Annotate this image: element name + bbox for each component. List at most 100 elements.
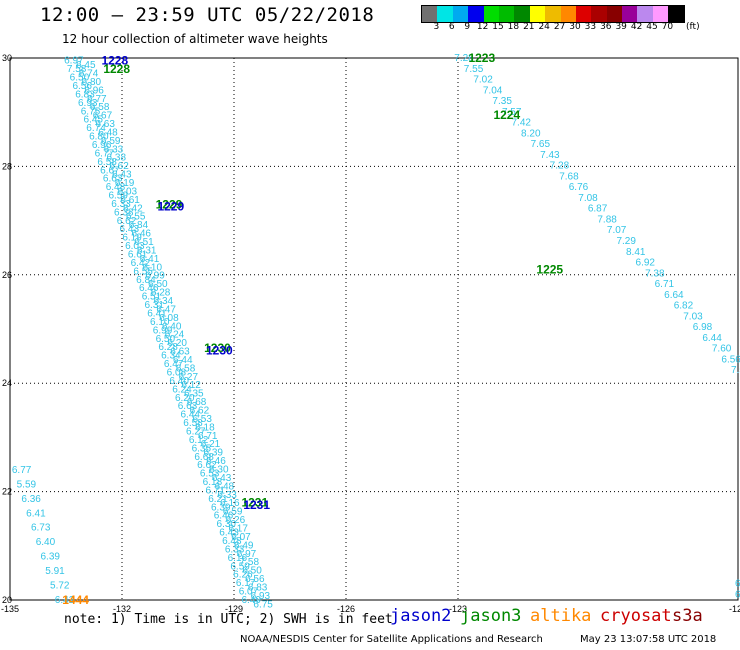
swh-value-jason: 6.62: [117, 216, 137, 227]
swh-value-jason: 6.45: [76, 60, 96, 71]
swh-value-jason: 6.74: [79, 68, 99, 79]
time-label-jason3: 1224: [493, 108, 520, 122]
color-swatch: [545, 6, 561, 22]
swh-value-jason: 6.83: [75, 89, 95, 100]
swh-value-jason: 6.33: [111, 199, 131, 210]
time-label-jason3: 1223: [468, 51, 495, 65]
color-scale-label: 36: [600, 22, 612, 32]
swh-value-jason: 6.55: [133, 266, 153, 277]
swh-value-jason: 6.44: [181, 410, 201, 421]
color-scale-label: 12: [476, 22, 489, 32]
swh-value-jason: 6.33: [225, 544, 245, 555]
swh-value-jason: 6.38: [107, 153, 127, 164]
swh-value-jason: 6.41: [147, 309, 167, 320]
swh-value-east: 7.51: [731, 365, 740, 376]
swh-value-west: 5.91: [45, 566, 65, 577]
color-scale-label: 15: [492, 22, 504, 32]
swh-value-jason: 6.63: [170, 347, 190, 358]
swh-value-jason: 6.21: [201, 439, 221, 450]
swh-value-east: 7.08: [578, 193, 598, 204]
swh-value-east: 7.28: [454, 53, 474, 64]
time-label-jason2: 1230: [206, 344, 233, 358]
x-tick-label: -123: [449, 604, 467, 614]
swh-value-east: 7.57: [502, 107, 522, 118]
swh-value-jason: 6.75: [81, 106, 101, 117]
swh-value-jason: 6.48: [222, 536, 242, 547]
swh-value-jason: 6.80: [89, 132, 109, 143]
swh-value-jason: 6.43: [219, 528, 239, 539]
swh-value-jason: 6.96: [84, 85, 104, 96]
swh-value-jason: 6.10: [143, 262, 163, 273]
swh-value-east: 7.35: [492, 96, 512, 107]
color-scale-label: 33: [584, 22, 597, 32]
swh-value-east: 7.38: [645, 268, 665, 279]
color-scale-label: 39: [615, 22, 627, 32]
swh-value-jason: 6.56: [72, 81, 92, 92]
color-scale-label: 70: [661, 22, 674, 32]
swh-value-jason: 6.45: [84, 115, 104, 126]
swh-value-jason: 6.49: [234, 540, 254, 551]
color-swatch: [422, 6, 438, 22]
swh-value-jason: 6.63: [178, 401, 198, 412]
color-scale-label: 27: [553, 22, 566, 32]
swh-value-jason: 6.47: [156, 304, 176, 315]
swh-value-jason: 6.61: [128, 250, 148, 261]
swh-value-jason: 6.53: [200, 469, 220, 480]
y-tick-label: 30: [2, 53, 12, 63]
time-label-altika: 1444: [62, 593, 89, 607]
color-scale-label: 9: [464, 22, 471, 32]
swh-value-west: 6.73: [31, 523, 51, 534]
swh-value-east: 6.87: [588, 204, 608, 215]
swh-value-jason: 6.38: [114, 207, 134, 218]
swh-value-jason: 6.62: [109, 161, 129, 172]
swh-value-jason: 6.31: [137, 245, 157, 256]
color-scale-label: 42: [630, 22, 643, 32]
color-scale-labels: 3 6 9 12 15 18 21 24 27 30 33 36 39 42 45 70 (ft): [421, 22, 740, 34]
x-tick-label: -124: [729, 604, 740, 614]
swh-value-east: 7.88: [597, 214, 617, 225]
swh-value-jason: 6.96: [92, 140, 112, 151]
swh-value-jason: 6.12: [189, 435, 209, 446]
swh-value-jason: 6.26: [226, 515, 246, 526]
color-scale-label: (ft): [686, 22, 700, 32]
swh-value-jason: 6.16: [220, 498, 240, 509]
y-tick-label: 20: [2, 595, 12, 605]
swh-value-jason: 6.49: [241, 595, 261, 606]
color-swatch: [652, 6, 669, 22]
swh-value-jason: 6.71: [198, 431, 218, 442]
legend-cryosat: cryosat: [600, 606, 672, 626]
color-scale-label: 3: [433, 22, 440, 32]
swh-value-jason: 6.75: [253, 599, 273, 610]
color-swatch: [622, 6, 638, 22]
swh-value-jason: 6.43: [120, 224, 140, 235]
color-swatch: [498, 6, 515, 22]
swh-value-jason: 6.20: [175, 393, 195, 404]
legend-altika: altika: [530, 606, 592, 626]
swh-value-west: 5.72: [50, 581, 70, 592]
swh-value-east: 6.82: [674, 301, 694, 312]
swh-value-east: 7.55: [464, 64, 484, 75]
swh-value-jason: 6.27: [186, 426, 206, 437]
swh-value-jason: 6.46: [139, 283, 159, 294]
swh-value-jason: 6.21: [208, 494, 228, 505]
swh-value-jason: 6.42: [123, 203, 143, 214]
swh-value-jason: 6.40: [162, 321, 182, 332]
swh-value-jason: 6.59: [223, 507, 243, 518]
y-tick-label: 26: [2, 270, 12, 280]
swh-value-east: 7.04: [483, 85, 503, 96]
swh-value-jason: 6.58: [183, 418, 203, 429]
swh-value-east: 7.28: [550, 161, 570, 172]
time-label-jason3: 1229: [156, 197, 183, 211]
swh-value-jason: 6.19: [115, 178, 135, 189]
page-title: 12:00 – 23:59 UTC 05/22/2018: [40, 4, 375, 26]
swh-value-jason: 6.35: [192, 443, 212, 454]
color-swatch: [452, 6, 469, 22]
swh-value-jason: 6.77: [95, 148, 115, 159]
swh-value-jason: 6.18: [195, 422, 215, 433]
swh-value-jason: 6.44: [173, 355, 193, 366]
swh-value-jason: 6.50: [156, 334, 176, 345]
swh-value-jason: 6.42: [131, 258, 151, 269]
swh-value-jason: 6.41: [140, 254, 160, 265]
x-tick-label: -132: [113, 604, 131, 614]
color-swatch: [529, 6, 546, 22]
